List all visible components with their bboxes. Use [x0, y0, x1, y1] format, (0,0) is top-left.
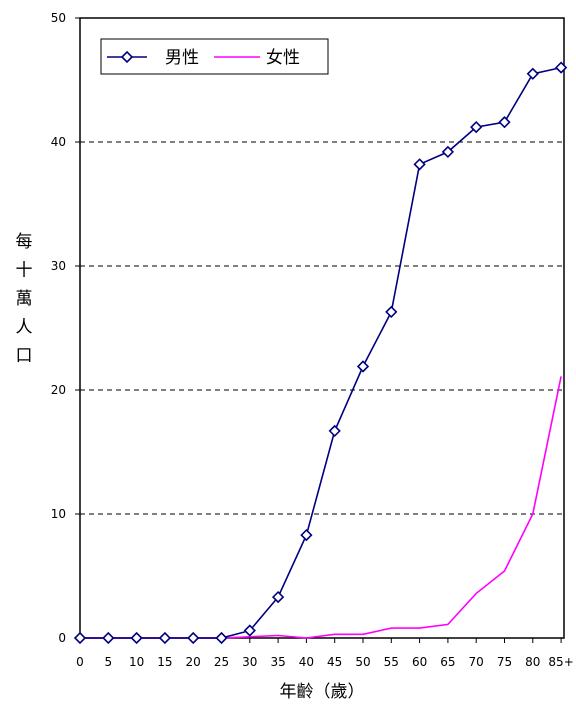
series [80, 376, 562, 639]
data-point [385, 305, 398, 319]
series-line [80, 66, 562, 639]
y-tick-label: 30 [51, 259, 66, 273]
grid-lines [80, 141, 564, 515]
data-point [413, 158, 426, 171]
data-point [102, 631, 115, 645]
plot-frame [79, 17, 565, 639]
data-point [215, 631, 228, 645]
x-tick-label: 0 [76, 655, 84, 669]
y-axis-title-char: 萬 [16, 289, 33, 309]
x-tick-label: 35 [270, 655, 285, 669]
y-tick-label: 40 [51, 135, 66, 149]
x-axis-ticks: 0 5 10 15 20 25 30 35 40 45 50 55 60 65 70 75 80 85+ [76, 638, 574, 669]
data-point [328, 424, 341, 438]
legend-marker [120, 50, 134, 64]
x-tick-label: 25 [214, 655, 229, 669]
x-tick-label: 15 [157, 655, 172, 669]
data-point [243, 624, 256, 637]
legend-label: 女性 [266, 48, 300, 68]
y-axis-title-char: 每 [16, 232, 33, 252]
x-tick-label: 20 [186, 655, 201, 669]
x-tick-label: 60 [412, 655, 427, 669]
x-tick-label: 85+ [548, 655, 573, 669]
data-point [498, 116, 511, 129]
y-tick-label: 20 [51, 383, 66, 397]
data-point [526, 67, 539, 80]
x-tick-label: 45 [327, 655, 342, 669]
y-axis-title-char: 十 [16, 261, 33, 281]
y-tick-label: 0 [58, 631, 66, 645]
x-axis-title: 年齡（歲） [280, 682, 365, 702]
data-point [158, 631, 172, 645]
data-point [300, 528, 313, 542]
y-axis-ticks: 0 10 20 30 40 50 [51, 11, 80, 645]
x-tick-label: 40 [299, 655, 314, 669]
data-point [356, 360, 370, 373]
x-tick-label: 10 [129, 655, 144, 669]
data-point [470, 120, 483, 134]
x-tick-label: 65 [440, 655, 455, 669]
legend-entry: 女性 [214, 48, 300, 68]
x-tick-label: 50 [355, 655, 370, 669]
data-point [73, 631, 87, 645]
series [73, 61, 568, 645]
x-tick-label: 80 [525, 655, 540, 669]
series-line [80, 376, 562, 639]
y-tick-label: 10 [51, 507, 66, 521]
x-tick-label: 55 [384, 655, 399, 669]
y-axis-title-char: 口 [16, 346, 33, 366]
data-point [130, 631, 143, 645]
y-tick-label: 50 [51, 11, 66, 25]
x-tick-label: 75 [497, 655, 512, 669]
x-tick-label: 5 [104, 655, 112, 669]
legend: 男性 女性 [100, 38, 329, 75]
x-tick-label: 70 [469, 655, 484, 669]
series-layer [73, 61, 568, 645]
y-axis-title-char: 人 [16, 318, 33, 338]
legend-label: 男性 [165, 48, 199, 68]
data-point [187, 631, 200, 645]
data-point [441, 145, 455, 159]
legend-entry: 男性 [107, 48, 199, 68]
x-tick-label: 30 [242, 655, 257, 669]
data-point [554, 61, 568, 74]
data-point [271, 590, 285, 604]
